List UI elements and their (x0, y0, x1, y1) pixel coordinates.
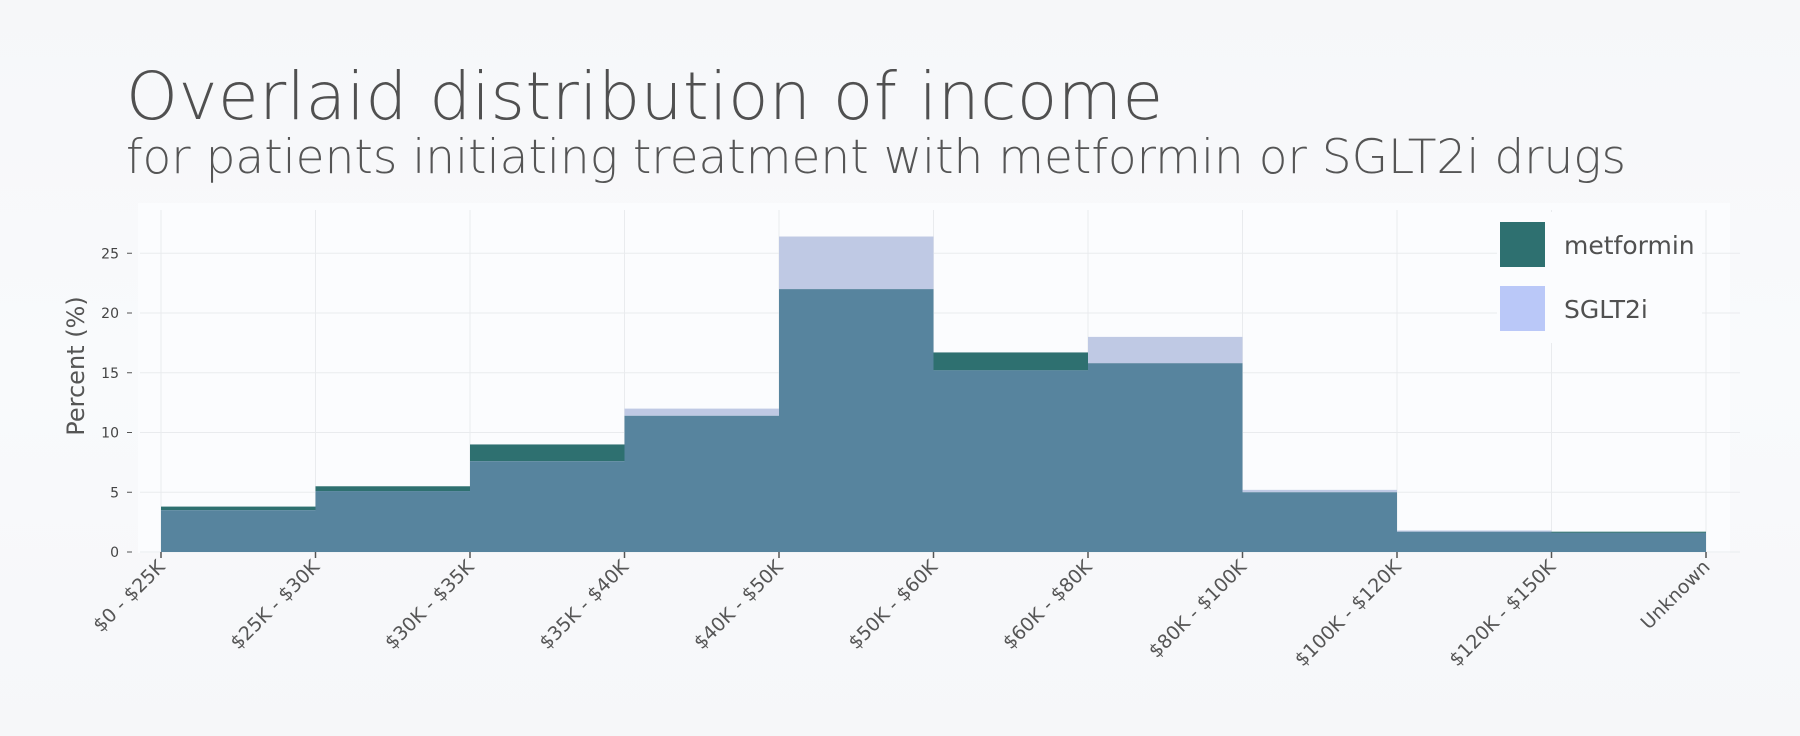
bar-metformin-excess (1551, 531, 1706, 533)
y-tick-label: 25 (101, 246, 119, 262)
y-tick-label: 15 (101, 366, 119, 382)
legend: metformin SGLT2i (1497, 212, 1702, 343)
bars-group (161, 236, 1706, 552)
x-tick-label: Unknown (1637, 556, 1715, 634)
y-axis: 0 5 10 15 20 25 (101, 246, 132, 561)
legend-label-sglt2i: SGLT2i (1564, 295, 1648, 324)
bar-sglt2i-excess (1397, 530, 1552, 532)
legend-swatch-sglt2i (1500, 286, 1545, 331)
bar-overlap (1551, 532, 1706, 552)
y-axis-label: Percent (%) (62, 296, 90, 435)
x-tick-label: $40K - $50K (690, 556, 788, 654)
y-tick-label: 5 (110, 485, 119, 501)
bar-overlap (933, 370, 1088, 552)
x-tick-label: $35K - $40K (535, 556, 633, 654)
bar-sglt2i-excess (779, 236, 934, 290)
x-tick-label: $0 - $25K (89, 556, 170, 637)
bar-overlap (1088, 363, 1243, 552)
y-tick-label: 0 (110, 545, 119, 561)
y-tick-label: 10 (101, 426, 119, 442)
bar-sglt2i-excess (1088, 336, 1243, 364)
x-tick-label: $60K - $80K (999, 556, 1097, 654)
bar-overlap (470, 461, 625, 552)
x-tick-label: $120K - $150K (1445, 556, 1560, 671)
bar-metformin-excess (470, 444, 625, 462)
bar-metformin-excess (161, 506, 316, 511)
x-tick-label: $100K - $120K (1291, 556, 1406, 671)
bar-overlap (1242, 492, 1397, 552)
y-tick-label: 20 (101, 306, 119, 322)
legend-swatch-metformin (1500, 222, 1545, 267)
x-axis: $0 - $25K $25K - $30K $30K - $35K $35K - $4… (89, 552, 1715, 671)
bar-overlap (1397, 531, 1552, 552)
bar-sglt2i-excess (624, 408, 779, 416)
x-tick-label: $80K - $100K (1145, 556, 1252, 663)
legend-label-metformin: metformin (1564, 231, 1695, 260)
bar-metformin-excess (315, 486, 470, 492)
x-tick-label: $30K - $35K (381, 556, 479, 654)
chart-title: Overlaid distribution of income (126, 58, 1164, 135)
x-tick-label: $50K - $60K (844, 556, 942, 654)
bar-overlap (779, 289, 934, 552)
chart-subtitle: for patients initiating treatment with m… (126, 130, 1626, 185)
bar-overlap (315, 491, 470, 552)
x-tick-label: $25K - $30K (226, 556, 324, 654)
bar-metformin-excess (933, 352, 1088, 371)
bar-overlap (161, 510, 316, 552)
bar-sglt2i-excess (1242, 489, 1397, 493)
bar-overlap (624, 415, 779, 552)
